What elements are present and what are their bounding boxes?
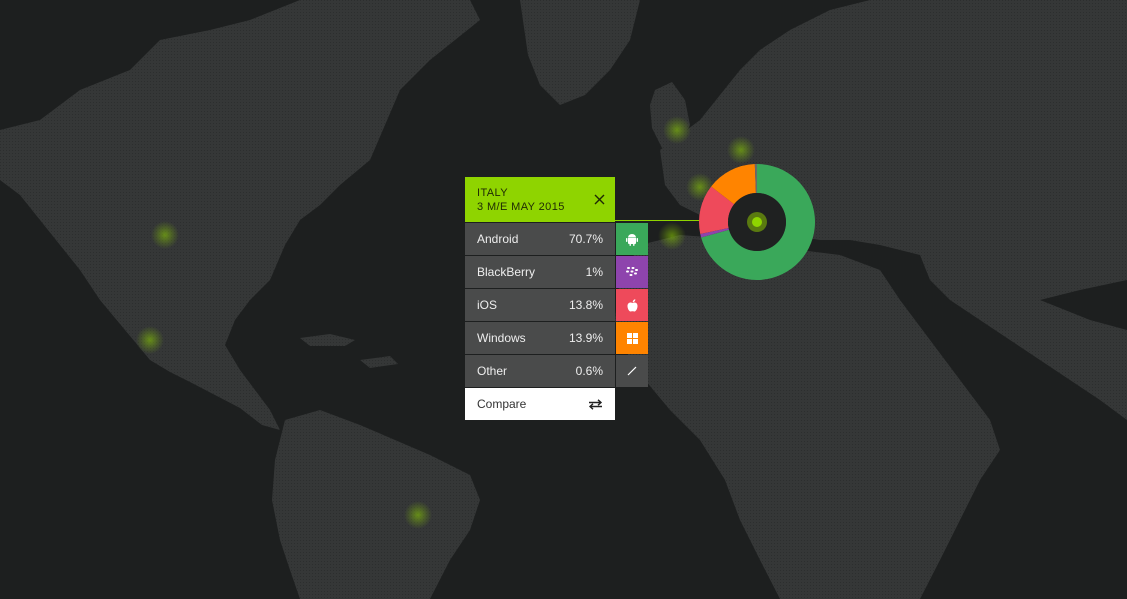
blackberry-icon-tile[interactable] <box>616 256 648 288</box>
country-marker[interactable] <box>404 501 432 529</box>
os-share-value: 13.9% <box>568 331 603 345</box>
donut-slice-blackberry[interactable] <box>700 227 730 238</box>
os-row-ios[interactable]: iOS 13.8% <box>465 289 648 321</box>
africa-landmass[interactable] <box>615 235 1000 599</box>
country-marker[interactable] <box>663 116 691 144</box>
swap-arrows-icon <box>588 398 603 410</box>
country-marker[interactable] <box>151 221 179 249</box>
market-share-donut-chart[interactable] <box>698 163 816 281</box>
apple-icon-tile[interactable] <box>616 289 648 321</box>
os-name: iOS <box>477 298 498 312</box>
apple-icon <box>627 298 637 312</box>
os-row-android[interactable]: Android 70.7% <box>465 223 648 255</box>
donut-slice-ios[interactable] <box>699 186 735 234</box>
os-row-windows[interactable]: Windows 13.9% <box>465 322 648 354</box>
os-share-value: 0.6% <box>575 364 603 378</box>
close-button[interactable] <box>589 189 609 209</box>
other-icon-tile[interactable] <box>616 355 648 387</box>
donut-slice-windows[interactable] <box>711 164 756 205</box>
country-marker[interactable] <box>136 326 164 354</box>
os-name: BlackBerry <box>477 265 536 279</box>
os-name: Android <box>477 232 519 246</box>
android-icon-tile[interactable] <box>616 223 648 255</box>
os-share-value: 70.7% <box>568 232 603 246</box>
country-share-panel: ITALY 3 M/E MAY 2015 Android 70.7% <box>465 177 648 420</box>
donut-slice-android[interactable] <box>701 164 815 280</box>
period-label: 3 M/E MAY 2015 <box>477 201 565 213</box>
selected-country-marker[interactable] <box>752 217 762 227</box>
south-america-landmass[interactable] <box>272 410 480 599</box>
other-icon <box>627 366 637 376</box>
north-america-landmass[interactable] <box>0 0 480 430</box>
caribbean-islands[interactable] <box>300 334 398 368</box>
country-marker[interactable] <box>658 222 686 250</box>
os-share-value: 13.8% <box>568 298 603 312</box>
country-name: ITALY <box>477 187 508 199</box>
blackberry-icon <box>626 267 638 276</box>
android-icon <box>626 233 638 246</box>
greenland-landmass[interactable] <box>520 0 640 105</box>
windows-icon-tile[interactable] <box>616 322 648 354</box>
os-name: Other <box>477 364 508 378</box>
country-marker[interactable] <box>727 136 755 164</box>
os-row-other[interactable]: Other 0.6% <box>465 355 648 387</box>
os-name: Windows <box>477 331 526 345</box>
windows-icon <box>626 332 638 344</box>
compare-button[interactable]: Compare <box>465 388 615 420</box>
os-share-value: 1% <box>585 265 603 279</box>
panel-connector-line <box>615 220 757 221</box>
close-icon <box>594 194 604 204</box>
panel-header: ITALY 3 M/E MAY 2015 <box>465 177 615 222</box>
compare-label: Compare <box>477 397 527 411</box>
os-row-blackberry[interactable]: BlackBerry 1% <box>465 256 648 288</box>
asia-landmass[interactable] <box>920 255 1127 420</box>
donut-slice-other[interactable] <box>754 164 757 194</box>
